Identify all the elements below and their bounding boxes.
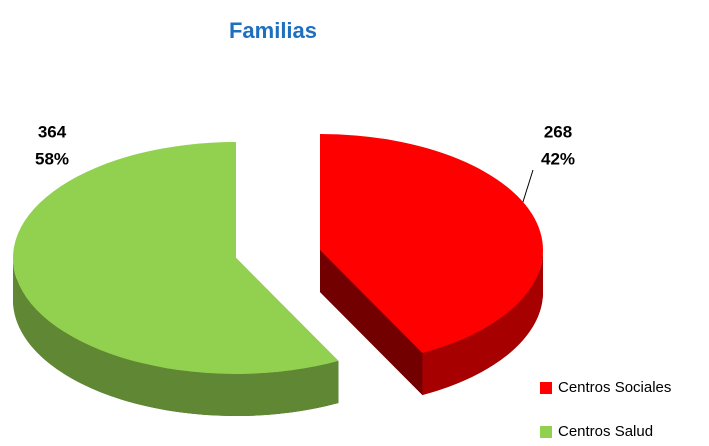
slice-face — [320, 250, 423, 396]
legend-label: Centros Salud — [558, 423, 653, 440]
data-label: 364 — [38, 122, 67, 141]
data-label: 58% — [35, 149, 69, 168]
leader-line — [521, 169, 534, 206]
chart-title: Familias — [229, 18, 317, 43]
slice-wall — [422, 250, 543, 396]
legend-label: Centros Sociales — [558, 379, 671, 396]
data-label: 268 — [544, 122, 572, 141]
legend-swatch — [540, 382, 552, 394]
slice-wall — [13, 258, 339, 416]
legend-swatch — [540, 426, 552, 438]
slice — [12, 142, 339, 374]
slice — [320, 134, 543, 354]
data-label: 42% — [541, 149, 575, 168]
